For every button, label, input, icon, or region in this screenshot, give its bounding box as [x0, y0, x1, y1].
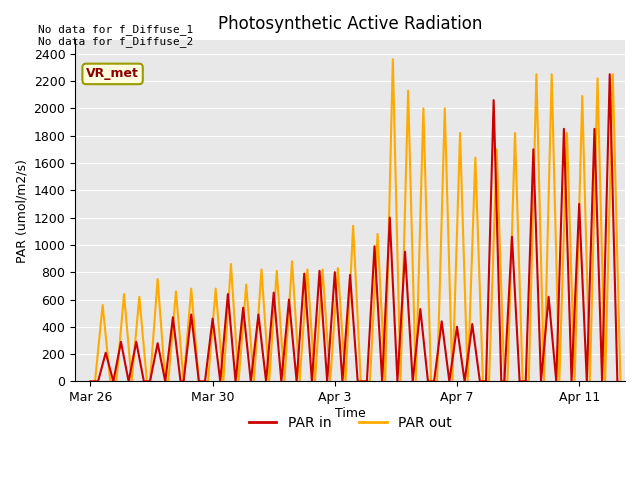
Text: No data for f_Diffuse_1
No data for f_Diffuse_2: No data for f_Diffuse_1 No data for f_Di… [38, 24, 194, 48]
Y-axis label: PAR (umol/m2/s): PAR (umol/m2/s) [15, 159, 28, 263]
X-axis label: Time: Time [335, 407, 365, 420]
Title: Photosynthetic Active Radiation: Photosynthetic Active Radiation [218, 15, 483, 33]
Text: VR_met: VR_met [86, 67, 139, 81]
Legend: PAR in, PAR out: PAR in, PAR out [243, 411, 457, 436]
